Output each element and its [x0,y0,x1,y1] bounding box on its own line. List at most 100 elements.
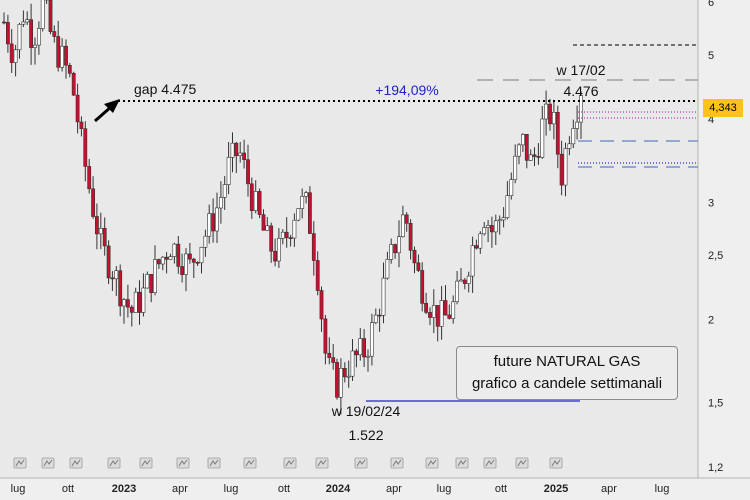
chart-title: future NATURAL GAS [493,353,641,370]
candle [509,172,514,200]
candle [257,188,262,219]
candle [284,217,289,248]
candle [435,305,440,342]
x-tick-label: lug [224,483,239,495]
event-icon[interactable] [139,457,153,469]
y-tick-label: 5 [708,50,714,62]
candle [520,133,525,152]
x-tick-label: ott [495,483,507,495]
candle [36,21,41,55]
candle [180,253,185,283]
x-tick-label: lug [437,483,452,495]
candle [307,186,312,235]
candle [95,203,99,250]
candle [331,344,336,370]
event-icon[interactable] [41,457,55,469]
candle [191,257,196,278]
candle [412,246,417,274]
event-icon[interactable] [176,457,190,469]
event-icon[interactable] [107,457,121,469]
event-icon[interactable] [69,457,83,469]
candle [238,141,243,163]
candle [230,132,235,173]
event-icon[interactable] [243,457,257,469]
candle [497,215,502,235]
candle [48,0,53,35]
event-icon[interactable] [283,457,297,469]
candle [350,339,355,381]
candle [532,147,537,167]
candle [559,140,564,196]
candle [44,0,49,4]
candle [482,222,487,236]
candle [400,205,405,238]
gap-label: gap 4.475 [134,81,196,97]
candle [83,121,88,182]
candle [141,273,146,317]
candle [60,38,65,72]
candle [304,190,309,204]
candle [176,236,181,274]
candles-layer [2,0,583,415]
candle [226,142,231,195]
candle [404,212,409,232]
candle [528,149,533,161]
time-axis-background [0,478,750,500]
event-icon[interactable] [515,457,529,469]
candle [215,192,219,243]
event-icon[interactable] [315,457,329,469]
candle [13,44,18,77]
candle [246,144,250,197]
x-tick-label: lug [655,483,670,495]
y-tick-label: 6 [708,0,714,9]
candle [311,221,316,276]
x-tick-label: apr [386,483,402,495]
event-icon[interactable] [207,457,221,469]
candle [79,116,84,137]
event-icon[interactable] [483,457,497,469]
candle [2,12,6,25]
event-icon[interactable] [549,457,563,469]
x-tick-label: 2024 [326,483,351,495]
low-value-label: 1.522 [348,427,383,443]
candle [420,262,425,312]
candle [544,90,549,136]
candle [122,298,126,324]
event-icon[interactable] [390,457,404,469]
candle [300,188,305,219]
candle [373,308,378,325]
event-icon[interactable] [425,457,439,469]
event-icon[interactable] [13,457,27,469]
candle [408,219,413,260]
candle [296,208,301,222]
y-tick-label: 2,5 [708,250,723,262]
candle [184,248,188,292]
event-icon[interactable] [354,457,368,469]
x-tick-label: apr [601,483,617,495]
candle [110,271,115,291]
candle [25,11,30,25]
overlays-layer: gap 4.475 +194,09% w 17/02 4.476 w 19/02/24 1… [94,44,698,443]
y-tick-label: 4 [708,114,714,126]
event-icon[interactable] [455,457,469,469]
candle [366,349,370,372]
candle [29,3,34,65]
candle [149,274,154,303]
candle [273,238,278,267]
candle [431,289,436,334]
candle [393,243,398,259]
candle [319,286,324,332]
candle [327,337,332,365]
candle [199,246,204,274]
candle [377,308,382,332]
candle [486,220,491,243]
candle [52,25,57,43]
candle [126,284,130,318]
candle [489,216,494,248]
candle [505,181,510,220]
low-week-label: w 19/02/24 [331,403,401,419]
gain-label: +194,09% [375,82,438,98]
candle [133,287,138,313]
candle [33,37,37,65]
candle [451,295,456,324]
